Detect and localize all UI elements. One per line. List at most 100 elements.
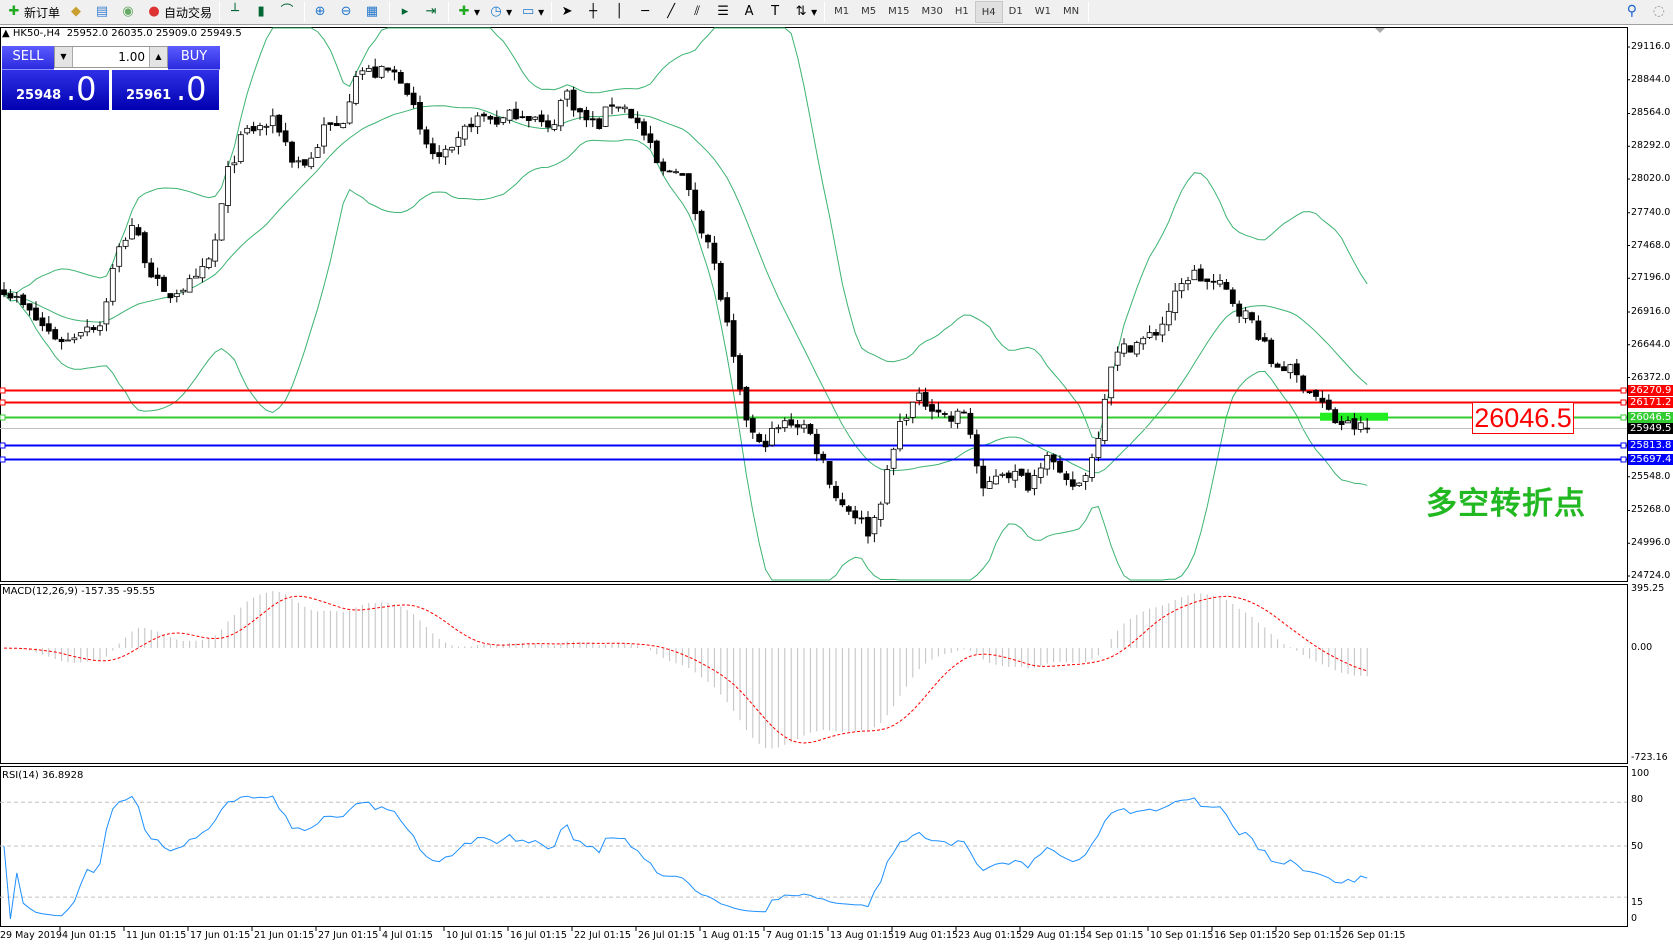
- candle-bullish: [897, 421, 903, 450]
- time-axis-label: 1 Aug 01:15: [702, 930, 761, 941]
- candle-bearish: [1018, 468, 1025, 476]
- timeframe-h4[interactable]: H4: [974, 1, 1003, 23]
- level-anchor-handle: [1620, 387, 1627, 394]
- lot-size-input[interactable]: [73, 47, 149, 67]
- candle-bearish: [1338, 420, 1345, 425]
- candle-bullish: [1357, 422, 1364, 430]
- timeframe-m5[interactable]: M5: [861, 6, 877, 17]
- auto-scroll-button[interactable]: ▸: [393, 1, 419, 23]
- time-axis-label: 23 Aug 01:15: [958, 930, 1023, 941]
- history-button[interactable]: ◆: [64, 1, 90, 23]
- horizontal-line-button[interactable]: ─: [633, 1, 659, 23]
- candlestick-icon: ▮: [257, 4, 265, 19]
- candle-bearish: [1268, 339, 1275, 364]
- timeframe-h1[interactable]: H1: [954, 6, 969, 17]
- candle-bearish: [481, 113, 487, 117]
- fibonacci-button[interactable]: ☰: [711, 1, 737, 23]
- buy-price-button[interactable]: 25961 .0: [112, 70, 219, 110]
- zoom-in-button[interactable]: ⊕: [308, 1, 334, 23]
- tile-icon: ▦: [365, 4, 379, 19]
- auto-trading-label: 自动交易: [164, 5, 213, 20]
- rsi-line: [3, 795, 1368, 920]
- text-button[interactable]: A: [737, 1, 763, 23]
- search-icon[interactable]: ⚲: [1626, 3, 1637, 19]
- indicators-button[interactable]: ✚ ▾: [452, 1, 484, 23]
- level-price-label: 25813.8: [1628, 439, 1673, 451]
- signal-icon: ◉: [122, 4, 134, 19]
- candle-bearish: [577, 108, 583, 113]
- candle-bearish: [788, 419, 795, 426]
- candle-bullish: [673, 171, 679, 174]
- bar-chart-button[interactable]: ┴: [223, 1, 249, 23]
- candle-bullish: [129, 225, 135, 240]
- candle-bearish: [980, 465, 987, 489]
- tile-windows-button[interactable]: ▦: [360, 1, 386, 23]
- candle-bearish: [1153, 332, 1159, 336]
- periods-button[interactable]: ◷ ▾: [484, 1, 516, 23]
- text-label-button[interactable]: T: [763, 1, 789, 23]
- time-axis-label: 29 Aug 01:15: [1022, 930, 1087, 941]
- candle-bearish: [820, 453, 827, 461]
- vertical-line-button[interactable]: │: [607, 1, 633, 23]
- trendline-icon: ╱: [667, 4, 676, 19]
- level-price-label: 26270.9: [1628, 384, 1673, 396]
- equidistant-channel-button[interactable]: ⫽: [685, 1, 711, 23]
- timeframe-m1[interactable]: M1: [834, 6, 850, 17]
- candle-bearish: [282, 130, 289, 143]
- templates-button[interactable]: ▭ ▾: [521, 4, 545, 19]
- lot-increase-button[interactable]: ▲: [149, 47, 167, 67]
- toolbar: ✚ 新订单 ◆ ▤ ◉ ● 自动交易 ┴ ▮ ⌒ ⊕ ⊖ ▦ ▸ ⇥ ✚ ▾ ◷ ▾ ▭…: [0, 0, 1673, 25]
- trendline-button[interactable]: ╱: [659, 1, 685, 23]
- line-chart-button[interactable]: ⌒: [275, 1, 301, 23]
- zoom-out-button[interactable]: ⊖: [334, 1, 360, 23]
- lot-decrease-button[interactable]: ▼: [55, 47, 73, 67]
- candle-chart-button[interactable]: ▮: [249, 1, 275, 23]
- level-anchor-handle: [1620, 442, 1627, 449]
- candle-bearish: [1, 289, 7, 296]
- timeframe-d1[interactable]: D1: [1008, 6, 1023, 17]
- candle-bearish: [935, 409, 942, 413]
- sell-price-button[interactable]: 25948 .0: [2, 70, 109, 110]
- collapse-arrow-icon[interactable]: ▲: [2, 28, 13, 39]
- chat-icon[interactable]: ◌: [1652, 3, 1665, 19]
- candle-bearish: [52, 329, 59, 340]
- level-price-label: 25697.4: [1628, 453, 1673, 465]
- price-tag-label[interactable]: 26046.5: [1472, 402, 1574, 434]
- arrows-button[interactable]: ⇅ ▾: [789, 1, 821, 23]
- timeframe-m30[interactable]: M30: [921, 6, 943, 17]
- new-order-button[interactable]: ✚ 新订单: [2, 1, 64, 23]
- separator: [1088, 2, 1090, 22]
- vertical-line-icon: │: [615, 4, 624, 19]
- terminal-button[interactable]: ▤: [90, 1, 116, 23]
- candle-bearish: [372, 66, 379, 78]
- price-axis-label: 27468.0: [1631, 239, 1671, 251]
- candle-bearish: [410, 92, 417, 106]
- time-axis-label: 10 Jul 01:15: [446, 930, 503, 941]
- candle-bullish: [237, 134, 244, 163]
- cursor-button[interactable]: ➤: [555, 1, 581, 23]
- candle-bearish: [756, 434, 763, 442]
- sell-button[interactable]: SELL: [2, 46, 54, 70]
- signals-button[interactable]: ◉: [116, 1, 142, 23]
- price-axis-label: 24724.0: [1631, 570, 1671, 582]
- timeframe-mn[interactable]: MN: [1062, 6, 1080, 17]
- timeframe-w1[interactable]: W1: [1034, 6, 1051, 17]
- candle-bearish: [58, 338, 65, 343]
- crosshair-button[interactable]: ┼: [581, 1, 607, 23]
- line-chart-icon: ⌒: [280, 4, 294, 19]
- candle-bearish: [961, 411, 967, 414]
- auto-trading-button[interactable]: ● 自动交易: [142, 1, 216, 23]
- timeframe-m15[interactable]: M15: [888, 6, 910, 17]
- separator: [824, 2, 826, 22]
- candle-bullish: [359, 70, 366, 75]
- buy-button[interactable]: BUY: [168, 46, 220, 70]
- annotation-text[interactable]: 多空转折点: [1426, 486, 1586, 522]
- time-axis-label: 21 Jun 01:15: [254, 930, 315, 941]
- chart-shift-button[interactable]: ⇥: [419, 1, 445, 23]
- auto-trading-icon: ●: [148, 4, 160, 19]
- text-label-icon: T: [771, 4, 780, 19]
- candle-bullish: [986, 481, 993, 489]
- candle-bullish: [1165, 310, 1172, 326]
- time-axis-label: 27 Jun 01:15: [318, 930, 379, 941]
